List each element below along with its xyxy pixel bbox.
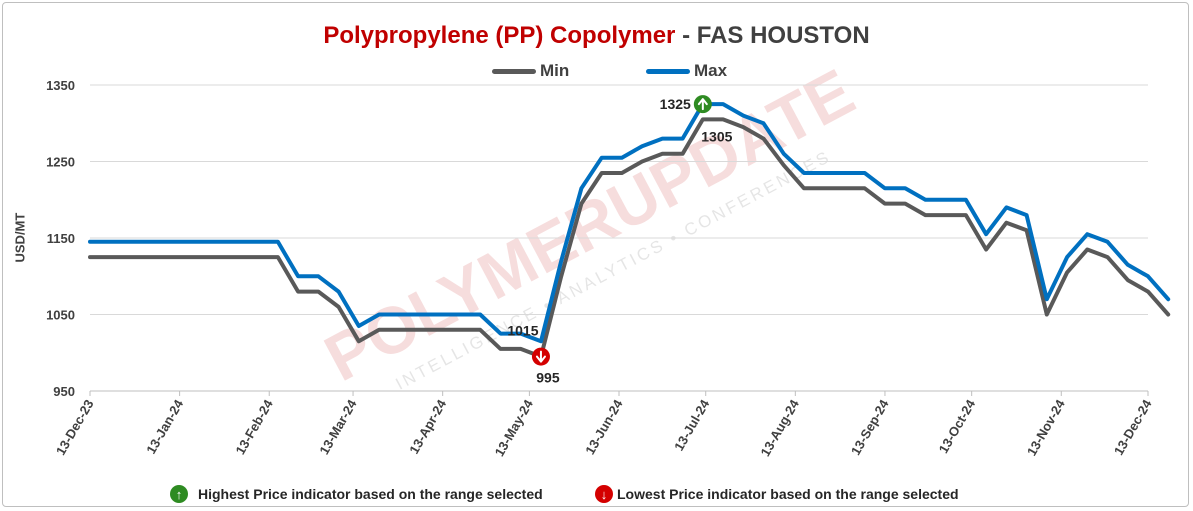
title-separator: - [675, 22, 697, 49]
x-tick-label: 13-Oct-24 [936, 396, 979, 455]
legend-label-min: Min [540, 61, 570, 80]
footer-high-text: Highest Price indicator based on the ran… [198, 486, 543, 502]
title-main: Polypropylene (PP) Copolymer [323, 22, 676, 49]
title-sub: FAS HOUSTON [696, 22, 870, 49]
x-tick-label: 13-Aug-24 [758, 396, 803, 459]
footer-high-indicator: ↑ Highest Price indicator based on the r… [170, 484, 543, 504]
arrow-up-icon: ↑ [170, 485, 188, 503]
x-tick-label: 13-Sep-24 [848, 396, 892, 457]
legend-swatch-min [492, 68, 536, 74]
x-tick-label: 13-May-24 [492, 396, 537, 459]
arrow-down-icon: ↓ [595, 485, 613, 503]
x-tick-label: 13-Apr-24 [406, 396, 449, 456]
x-tick-label: 13-Feb-24 [232, 396, 276, 457]
x-tick-label: 13-Dec-24 [1111, 396, 1155, 457]
high-value-label: 1325 [660, 96, 691, 112]
x-tick-label: 13-Jan-24 [143, 396, 186, 456]
series-line-min [88, 117, 1171, 359]
legend-item-max[interactable]: Max [646, 60, 727, 82]
watermark-brand: POLYMERUPDATE [313, 54, 866, 395]
x-tick-label: 13-Jul-24 [671, 396, 713, 453]
x-tick-label: 13-Mar-24 [316, 396, 360, 457]
footer-low-indicator: ↓ Lowest Price indicator based on the ra… [595, 484, 959, 504]
low-value-label: 995 [536, 370, 560, 386]
y-tick-label: 1350 [46, 78, 75, 93]
high-min-label: 1305 [701, 128, 732, 144]
low-max-label: 1015 [507, 322, 538, 338]
y-tick-label: 1250 [46, 155, 75, 170]
y-tick-label: 1150 [47, 231, 75, 246]
footer-low-text: Lowest Price indicator based on the rang… [617, 486, 959, 502]
x-tick-label: 13-Nov-24 [1024, 396, 1068, 458]
chart-title: Polypropylene (PP) Copolymer - FAS HOUST… [0, 22, 1193, 50]
legend-label-max: Max [694, 61, 728, 80]
legend-item-min[interactable]: Min [492, 60, 569, 82]
arrow-down-icon [535, 350, 546, 363]
arrow-up-icon [697, 98, 708, 111]
x-tick-label: 13-Dec-23 [53, 397, 97, 458]
y-tick-label: 950 [53, 384, 75, 399]
series-line-max [88, 102, 1171, 344]
y-tick-label: 1050 [46, 308, 75, 323]
x-tick-label: 13-Jun-24 [582, 396, 626, 457]
legend-swatch-max [646, 68, 690, 74]
